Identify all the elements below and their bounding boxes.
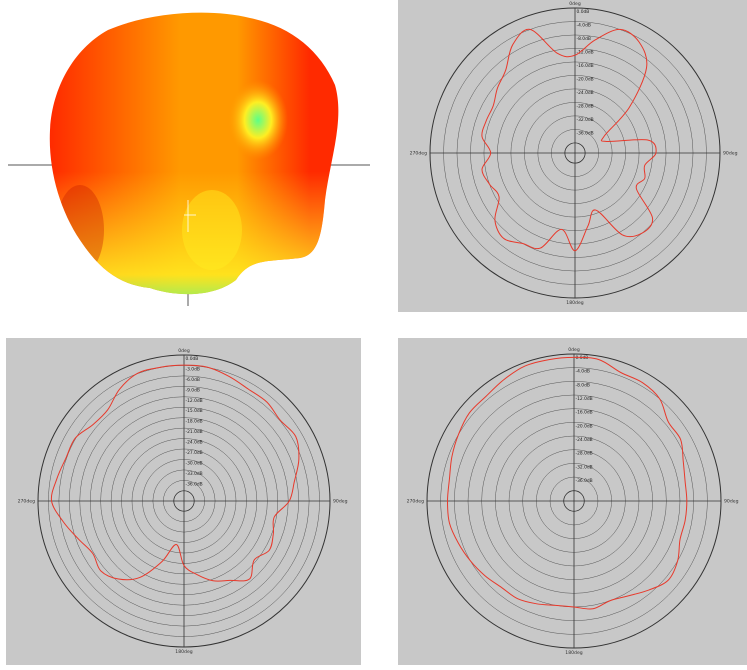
pattern-series-line <box>481 28 657 252</box>
radial-tick-label: -18.0dB <box>186 419 203 425</box>
radial-tick-label: -8.0dB <box>576 382 590 388</box>
radial-tick-label: -4.0dB <box>577 22 591 28</box>
polar-grid <box>429 7 721 299</box>
angle-label: 0deg <box>178 348 190 354</box>
angle-label: 90deg <box>724 499 739 505</box>
pattern-3d-canvas <box>8 12 370 306</box>
radial-tick-label: -24.0dB <box>186 440 203 446</box>
radial-tick-label: -27.0dB <box>186 450 203 456</box>
pattern-series-line <box>50 364 300 582</box>
radial-tick-label: -36.0dB <box>576 478 593 484</box>
radial-tick-label: -9.0dB <box>186 387 200 393</box>
radial-tick-label: -12.0dB <box>576 396 593 402</box>
angle-label: 270deg <box>18 499 36 505</box>
radial-tick-label: -36.0dB <box>186 481 203 487</box>
polar-plot-bottom-right: 0.0dB -4.0dB -8.0dB -12.0dB -16.0dB -20.0dB -2… <box>398 338 747 665</box>
polar-plot-top-right: 0.0dB -4.0dB -8.0dB -12.0dB -16.0dB -20.0dB -2… <box>398 0 747 312</box>
polar-plot-bottom-left: 0.0dB -3.0dB -6.0dB -9.0dB -12.0dB -15.0dB -18… <box>6 338 361 665</box>
angle-label: 180deg <box>175 649 193 655</box>
radial-tick-label: -4.0dB <box>576 369 590 375</box>
radiation-pattern-3d <box>0 0 378 312</box>
radial-tick-label: -32.0dB <box>576 464 593 470</box>
angle-label: 0deg <box>569 1 581 7</box>
radial-tick-label: -20.0dB <box>577 76 594 82</box>
angle-label: 270deg <box>407 499 425 505</box>
angle-label: 180deg <box>566 300 584 306</box>
polar-grid <box>37 354 331 648</box>
polar-plot-canvas: 0.0dB -4.0dB -8.0dB -12.0dB -16.0dB -20.0dB -2… <box>407 347 739 656</box>
radial-tick-label: -15.0dB <box>186 408 203 414</box>
radial-tick-label: -16.0dB <box>576 410 593 416</box>
radial-tick-label: -12.0dB <box>186 398 203 404</box>
radial-tick-label: -24.0dB <box>577 90 594 96</box>
radial-tick-label: -28.0dB <box>577 103 594 109</box>
radial-tick-label: 0.0dB <box>186 356 199 362</box>
pattern-null-spot <box>228 80 288 160</box>
radial-tick-label: -20.0dB <box>576 423 593 429</box>
radial-tick-label: -3.0dB <box>186 366 200 372</box>
angle-label: 0deg <box>568 347 580 353</box>
polar-grid <box>426 353 722 649</box>
angle-label: 180deg <box>565 650 583 656</box>
radial-tick-label: -36.0dB <box>577 130 594 136</box>
radial-tick-label: -24.0dB <box>576 437 593 443</box>
polar-plot-canvas: 0.0dB -3.0dB -6.0dB -9.0dB -12.0dB -15.0dB -18… <box>18 348 348 655</box>
radial-tick-label: -8.0dB <box>577 36 591 42</box>
polar-plot-canvas: 0.0dB -4.0dB -8.0dB -12.0dB -16.0dB -20.0dB -2… <box>410 1 738 306</box>
radial-tick-label: -21.0dB <box>186 429 203 435</box>
radial-tick-label: -12.0dB <box>577 49 594 55</box>
pattern-series-line <box>447 356 688 610</box>
radial-tick-label: 0.0dB <box>576 355 589 361</box>
radial-tick-label: -33.0dB <box>186 471 203 477</box>
radial-tick-label: -6.0dB <box>186 377 200 383</box>
angle-label: 90deg <box>333 499 348 505</box>
radial-tick-label: -16.0dB <box>577 63 594 69</box>
radial-tick-label: -32.0dB <box>577 117 594 123</box>
angle-label: 90deg <box>723 151 738 157</box>
angle-label: 270deg <box>410 151 428 157</box>
radial-tick-label: -30.0dB <box>186 460 203 466</box>
radial-tick-label: -28.0dB <box>576 451 593 457</box>
radial-tick-label: 0.0dB <box>577 9 590 15</box>
